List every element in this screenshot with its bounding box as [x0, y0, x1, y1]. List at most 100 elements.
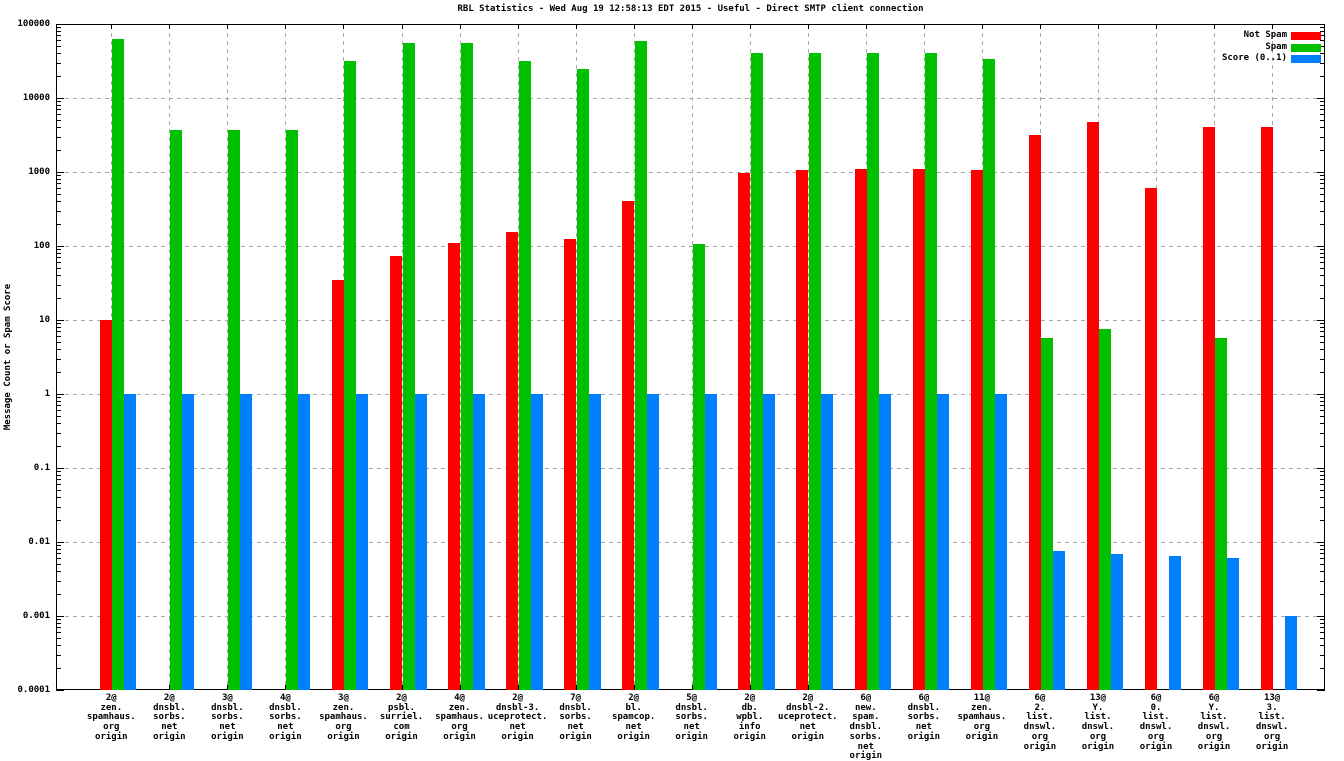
x-major-tick	[1214, 24, 1216, 29]
x-tick-label-line: org	[1031, 731, 1049, 742]
y-minor-tick	[56, 358, 61, 360]
y-minor-tick	[56, 371, 61, 373]
x-tick-label-line: dnsbl.	[675, 702, 708, 713]
y-minor-tick	[56, 201, 61, 203]
y-tick-label: 0.0001	[17, 685, 50, 695]
y-minor-tick	[56, 331, 61, 333]
y-minor-tick	[1320, 62, 1325, 64]
bar-not-spam	[100, 320, 112, 690]
y-major-tick	[1317, 394, 1325, 395]
y-tick-label: 100000	[17, 19, 50, 29]
y-gridline	[57, 320, 1324, 321]
chart-title: RBL Statistics - Wed Aug 19 12:58:13 EDT…	[457, 4, 924, 14]
y-minor-tick	[56, 342, 61, 344]
x-tick-label-line: 2@	[163, 693, 175, 703]
x-major-tick	[111, 24, 113, 29]
x-major-tick	[1039, 24, 1041, 29]
x-tick-label-line: sorbs.	[559, 712, 592, 723]
y-minor-tick	[1320, 249, 1325, 251]
y-minor-tick	[56, 410, 61, 412]
y-minor-tick	[1320, 188, 1325, 190]
y-minor-tick	[56, 46, 61, 48]
y-minor-tick	[1320, 645, 1325, 647]
bar-score-0-1	[240, 394, 253, 690]
x-tick-label-line: 5@	[686, 693, 698, 703]
y-tick-label: 10000	[22, 93, 50, 103]
y-major-tick	[56, 320, 64, 321]
bar-spam	[808, 52, 821, 690]
y-minor-tick	[56, 405, 61, 407]
bar-not-spam	[1202, 127, 1215, 690]
y-minor-tick	[1320, 484, 1325, 486]
y-minor-tick	[1320, 564, 1325, 566]
y-major-tick	[1317, 616, 1325, 617]
x-tick-label-line: origin	[791, 731, 825, 742]
x-tick-label-line: 6@	[918, 693, 930, 703]
x-gridline	[691, 25, 693, 689]
bar-spam	[982, 59, 995, 690]
y-minor-tick	[56, 188, 61, 190]
bar-not-spam	[332, 279, 345, 690]
y-minor-tick	[1320, 627, 1325, 629]
x-tick-label-line: 11@	[973, 693, 991, 703]
x-tick-label-line: org	[103, 722, 120, 733]
y-minor-tick	[1320, 284, 1325, 286]
x-tick-label-line: 2@	[512, 693, 523, 703]
x-major-tick	[227, 24, 229, 29]
y-minor-tick	[1320, 40, 1325, 42]
bar-not-spam	[564, 238, 577, 690]
y-minor-tick	[56, 571, 61, 573]
x-tick-label-line: zen.	[448, 702, 471, 713]
y-minor-tick	[56, 62, 61, 64]
y-minor-tick	[1320, 194, 1325, 196]
x-tick-label-line: dnsbl.	[269, 702, 302, 713]
y-minor-tick	[1320, 46, 1325, 48]
y-minor-tick	[1320, 210, 1325, 212]
y-minor-tick	[1320, 416, 1325, 418]
x-tick-label-line: 0.	[1150, 702, 1162, 713]
x-tick-label-line: net	[567, 722, 584, 733]
y-tick-label: 1000	[28, 167, 50, 177]
x-tick-label-line: origin	[675, 731, 708, 742]
y-minor-tick	[56, 149, 61, 151]
y-minor-tick	[56, 175, 61, 177]
x-tick-label-line: 4@	[454, 693, 465, 703]
y-gridline	[57, 98, 1324, 99]
y-tick-label: 10	[39, 315, 50, 325]
x-major-tick	[1272, 24, 1274, 29]
y-minor-tick	[1320, 475, 1325, 477]
y-major-tick	[56, 394, 64, 395]
y-gridline	[57, 468, 1324, 469]
y-minor-tick	[56, 349, 61, 351]
y-minor-tick	[56, 136, 61, 138]
y-minor-tick	[56, 545, 61, 547]
y-minor-tick	[56, 179, 61, 181]
x-tick-label-line: dnsbl-2.	[786, 702, 830, 713]
y-minor-tick	[1320, 109, 1325, 111]
y-minor-tick	[1320, 519, 1325, 521]
y-major-tick	[56, 172, 64, 173]
x-tick-label-line: 7@	[570, 693, 582, 703]
x-major-tick	[1156, 24, 1158, 29]
x-tick-label-line: org	[1089, 731, 1107, 742]
y-minor-tick	[1320, 397, 1325, 399]
x-tick-label-line: origin	[1255, 741, 1289, 752]
x-tick-label-line: dnsbl.	[907, 702, 941, 713]
x-tick-label-line: Y.	[1092, 702, 1104, 713]
bar-score-0-1	[1052, 551, 1065, 690]
x-tick-label-line: list.	[1258, 712, 1286, 723]
bar-score-0-1	[1227, 558, 1240, 690]
x-major-tick	[285, 24, 287, 29]
x-major-tick	[691, 685, 693, 690]
y-minor-tick	[1320, 342, 1325, 344]
bar-not-spam	[1144, 188, 1157, 690]
bar-score-0-1	[124, 394, 137, 690]
y-minor-tick	[1320, 432, 1325, 434]
x-tick-label-line: origin	[211, 731, 244, 742]
y-minor-tick	[56, 101, 61, 103]
y-minor-tick	[56, 471, 61, 473]
x-tick-label-line: info	[738, 722, 761, 733]
x-tick-label-line: origin	[443, 731, 476, 742]
x-tick-label-line: 6@	[1208, 693, 1220, 703]
